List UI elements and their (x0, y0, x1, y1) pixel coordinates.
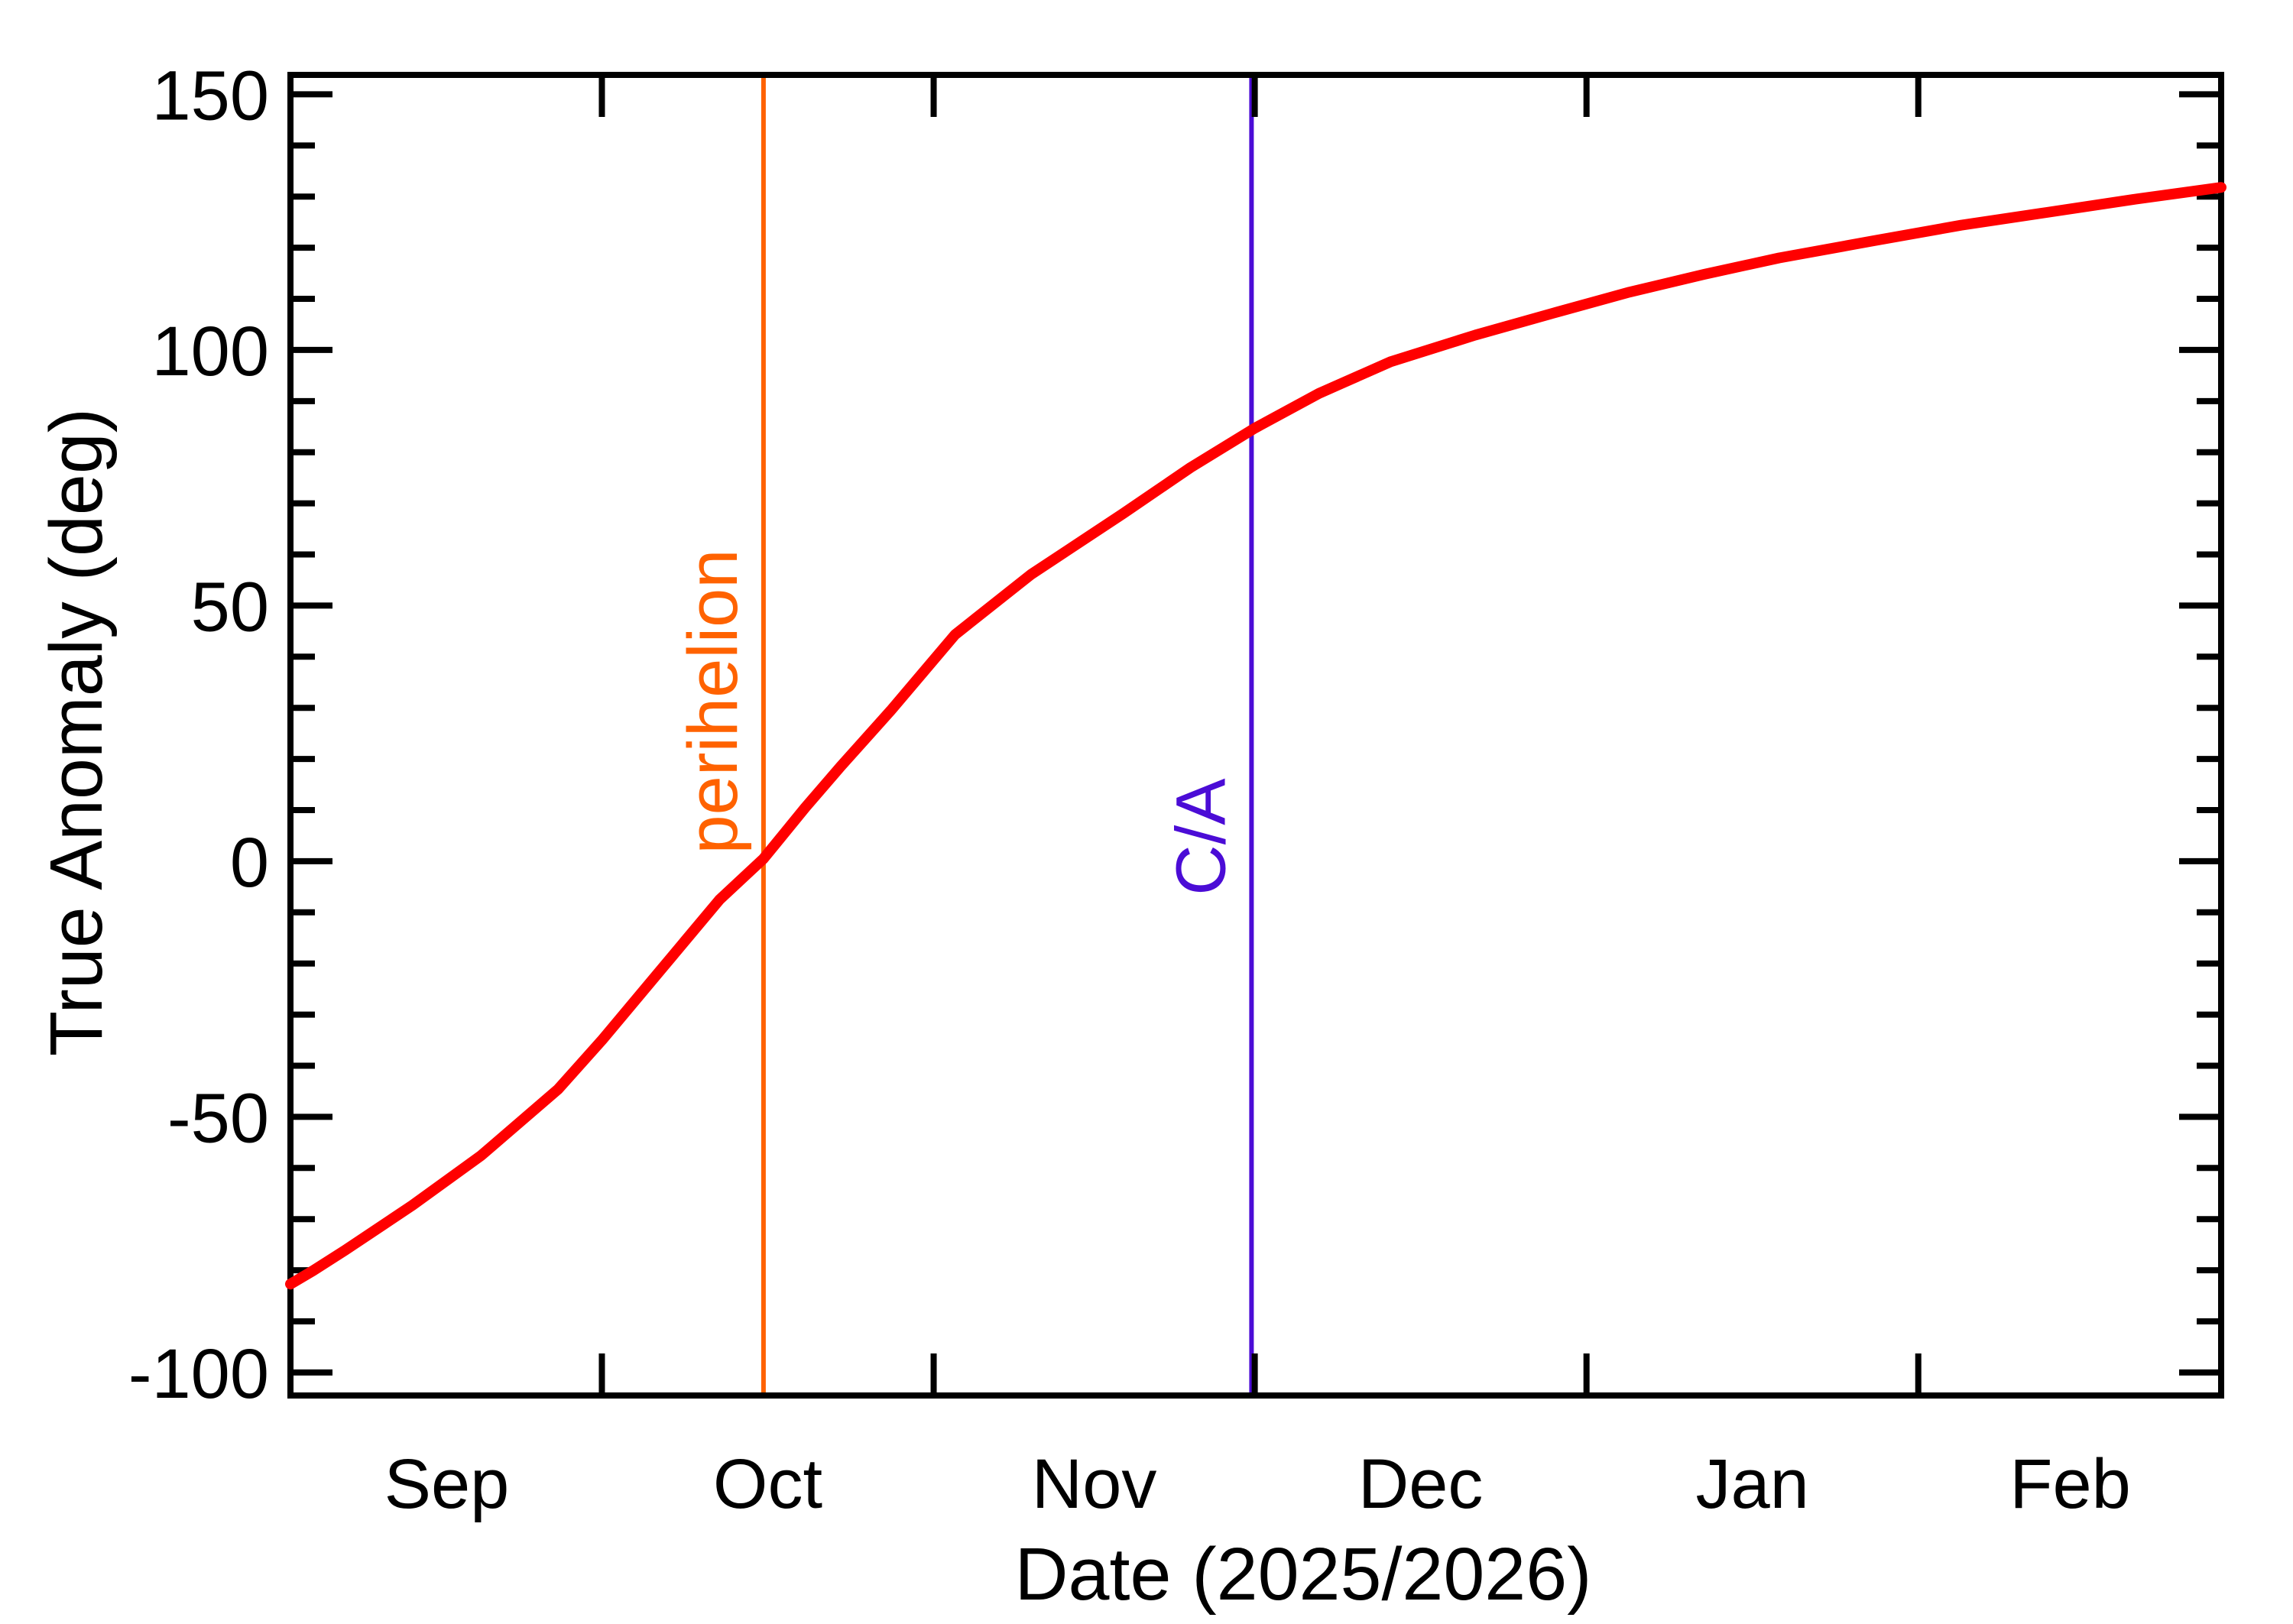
y-tick-label: 50 (191, 568, 269, 646)
month-label: Jan (1696, 1445, 1809, 1523)
true-anomaly-curve (285, 182, 2227, 1290)
y-tick-label: 150 (152, 57, 270, 135)
month-label: Dec (1358, 1445, 1484, 1523)
month-label: Nov (1032, 1445, 1157, 1523)
plot-frame (287, 72, 2224, 1399)
x-axis-title: Date (2025/2026) (1014, 1532, 1592, 1616)
ca-label: C/A (1162, 778, 1240, 896)
y-tick-label: 100 (152, 313, 270, 391)
month-label: Oct (713, 1445, 822, 1523)
month-label: Feb (2009, 1445, 2131, 1523)
month-label: Sep (384, 1445, 510, 1523)
y-tick-label: -50 (167, 1079, 269, 1157)
y-axis-title: True Anomaly (deg) (34, 407, 118, 1057)
perihelion-label: perihelion (674, 549, 752, 854)
y-tick-label: 0 (230, 824, 269, 902)
y-tick-label: -100 (128, 1335, 269, 1413)
